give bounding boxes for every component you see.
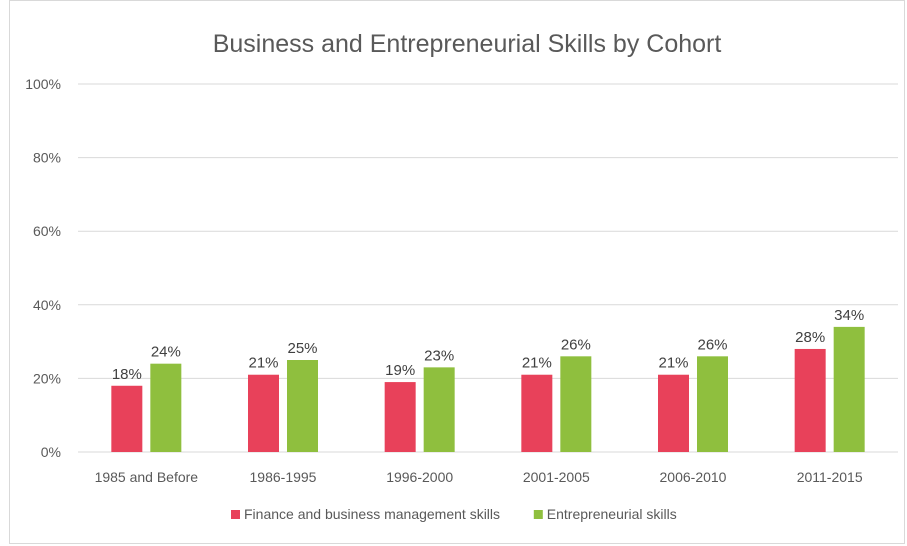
data-label: 25% bbox=[287, 340, 317, 357]
data-label: 21% bbox=[522, 355, 552, 372]
x-tick-label: 1996-2000 bbox=[386, 469, 453, 485]
bars bbox=[111, 326, 865, 452]
data-label: 28% bbox=[795, 329, 825, 346]
y-tick-label: 80% bbox=[33, 150, 61, 166]
bar bbox=[697, 356, 728, 452]
bar bbox=[150, 363, 182, 452]
x-axis-ticks: 1985 and Before 1986-1995 1996-2000 2001-20… bbox=[95, 469, 863, 485]
y-axis-ticks: 0% 20% 40% 60% 80% 100% bbox=[25, 76, 61, 460]
bar bbox=[794, 348, 826, 452]
x-tick-label: 1986-1995 bbox=[250, 469, 317, 485]
legend: Finance and business management skills En… bbox=[231, 506, 677, 522]
data-label: 21% bbox=[248, 355, 278, 372]
y-tick-label: 60% bbox=[33, 223, 61, 239]
bar bbox=[384, 382, 416, 452]
data-label: 21% bbox=[658, 355, 688, 372]
bar bbox=[248, 374, 279, 452]
x-tick-label: 1985 and Before bbox=[95, 469, 199, 485]
data-label: 26% bbox=[561, 336, 591, 353]
gridlines bbox=[78, 83, 898, 453]
x-tick-label: 2006-2010 bbox=[660, 469, 727, 485]
legend-label: Finance and business management skills bbox=[244, 506, 500, 522]
data-label: 24% bbox=[151, 344, 181, 361]
data-labels: 18% 24% 21% 25% 19% 23% 21% 26% 21% 26% 28% 34% bbox=[112, 307, 864, 383]
legend-swatch bbox=[533, 510, 543, 519]
y-tick-label: 40% bbox=[33, 297, 61, 313]
chart-frame bbox=[9, 0, 905, 544]
bar bbox=[111, 385, 143, 452]
data-label: 26% bbox=[697, 336, 727, 353]
y-tick-label: 100% bbox=[25, 76, 61, 92]
data-label: 19% bbox=[385, 362, 415, 379]
bar bbox=[833, 326, 865, 452]
x-tick-label: 2001-2005 bbox=[523, 469, 590, 485]
legend-label: Entrepreneurial skills bbox=[547, 506, 677, 522]
data-label: 23% bbox=[424, 347, 454, 364]
bar bbox=[423, 367, 455, 452]
data-label: 34% bbox=[834, 307, 864, 324]
x-tick-label: 2011-2015 bbox=[797, 469, 863, 485]
bar bbox=[521, 374, 553, 452]
data-label: 18% bbox=[112, 366, 142, 383]
chart-title: Business and Entrepreneurial Skills by C… bbox=[213, 30, 722, 58]
bar bbox=[287, 360, 318, 452]
legend-swatch bbox=[231, 510, 240, 519]
y-tick-label: 20% bbox=[33, 370, 61, 386]
y-tick-label: 0% bbox=[41, 444, 61, 460]
bar bbox=[560, 356, 592, 452]
bar bbox=[658, 374, 689, 452]
